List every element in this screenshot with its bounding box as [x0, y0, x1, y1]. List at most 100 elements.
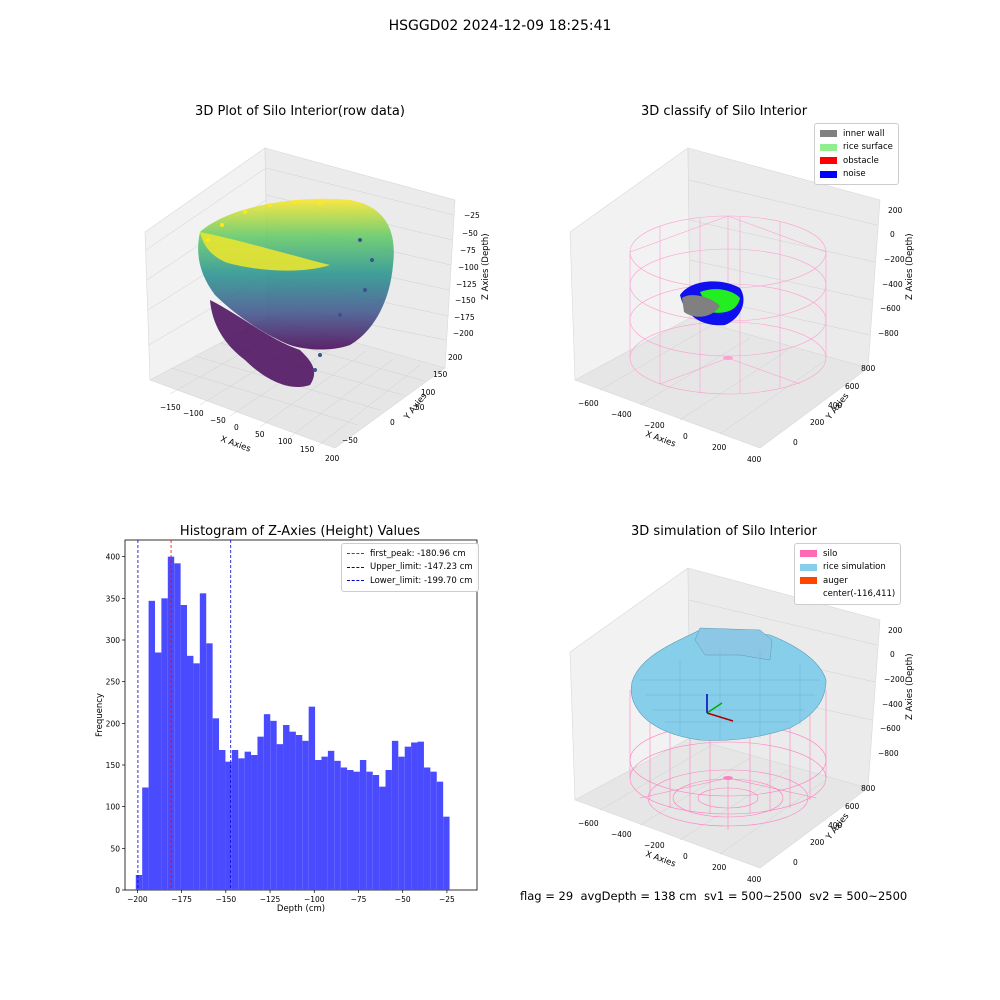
raw-z-tick: −25: [464, 211, 480, 220]
histogram-bar: [391, 740, 399, 890]
histogram-x-tick-label: −175: [171, 895, 192, 904]
classify-x-tick: −600: [578, 399, 599, 408]
histogram-y-tick-label: 300: [106, 636, 121, 645]
histogram-bar: [404, 746, 412, 890]
status-flag: flag = 29: [520, 889, 574, 903]
classify-x-label: X Axies: [644, 429, 677, 449]
histogram-bar: [238, 758, 245, 890]
histogram-legend-swatch: [347, 553, 364, 555]
histogram-bar: [289, 731, 296, 890]
classify-legend-label: obstacle: [843, 155, 879, 166]
histogram-y-tick-label: 350: [106, 594, 121, 603]
histogram-bar: [327, 750, 335, 890]
histogram-legend-label: Lower_limit: -199.70 cm: [370, 575, 473, 586]
simulation-silo-wireframe: [629, 690, 827, 830]
raw-z-tick: −150: [455, 296, 476, 305]
simulation-plot-title: 3D simulation of Silo Interior: [631, 524, 817, 539]
classify-plot-title: 3D classify of Silo Interior: [640, 104, 808, 119]
histogram-bar: [308, 706, 316, 890]
histogram-bar: [270, 720, 277, 890]
histogram-bar: [366, 771, 373, 890]
histogram-bar: [199, 593, 207, 890]
raw-y-tick: 150: [433, 370, 448, 379]
raw-x-ticks: −150 −100 −50 0 50 100 150 200: [160, 403, 340, 463]
simulation-3d-plot: −600 −400 −200 0 200 400 0 200 400 600 8…: [569, 567, 915, 884]
histogram-y-tick-label: 200: [106, 719, 121, 728]
histogram-bar: [283, 725, 290, 890]
classify-legend-item: rice surface: [820, 141, 893, 155]
classify-z-ticks: 200 0 −200 −400 −600 −800: [878, 206, 905, 338]
raw-point-cloud-rim: [200, 232, 330, 271]
histogram-bar: [148, 600, 155, 890]
raw-y-tick: 200: [448, 353, 463, 362]
simulation-rice-peak: [694, 627, 773, 661]
raw-z-tick: −200: [453, 329, 474, 338]
histogram-bar: [334, 760, 341, 890]
classify-y-tick: 800: [861, 364, 876, 373]
classify-z-tick: −200: [884, 255, 905, 264]
raw-plot-title: 3D Plot of Silo Interior(row data): [195, 104, 405, 119]
histogram-legend-swatch: [347, 566, 364, 568]
simulation-z-tick: −400: [882, 700, 903, 709]
raw-x-tick: 150: [300, 445, 315, 454]
histogram-bar: [443, 816, 450, 890]
raw-point-cloud-dots-mid: [313, 238, 374, 372]
histogram-y-tick-label: 250: [106, 678, 121, 687]
simulation-x-tick: 0: [683, 852, 688, 861]
status-sv2: sv2 = 500~2500: [809, 889, 908, 903]
classify-z-tick: 200: [888, 206, 903, 215]
histogram-bar: [251, 755, 258, 890]
histogram-bar: [398, 756, 405, 890]
histogram-bar: [436, 781, 444, 890]
histogram-bar: [135, 875, 143, 890]
raw-x-tick: 50: [255, 430, 265, 439]
histogram-x-tick-label: −25: [439, 895, 455, 904]
simulation-y-tick: 200: [810, 838, 825, 847]
classify-z-label: Z Axies (Depth): [905, 233, 915, 300]
histogram-bar: [244, 751, 252, 890]
histogram-bar: [257, 736, 264, 890]
histogram-bar: [353, 771, 360, 890]
simulation-x-tick: −600: [578, 819, 599, 828]
classify-x-tick: 0: [683, 432, 688, 441]
histogram-legend: first_peak: -180.96 cm Upper_limit: -147…: [341, 543, 479, 592]
raw-y-tick: 0: [390, 418, 395, 427]
simulation-z-label: Z Axies (Depth): [905, 653, 915, 720]
simulation-x-tick: −200: [644, 841, 665, 850]
histogram-bar: [411, 742, 418, 890]
histogram-bar: [219, 750, 226, 890]
simulation-legend-item: silo: [800, 547, 895, 561]
histogram-legend-item: Upper_limit: -147.23 cm: [347, 561, 473, 575]
simulation-legend-item: center(-116,411): [800, 588, 895, 602]
classify-legend-item: noise: [820, 168, 893, 182]
histogram-title: Histogram of Z-Axies (Height) Values: [179, 524, 421, 539]
raw-x-tick: 200: [325, 454, 340, 463]
histogram-y-label: Frequency: [95, 693, 105, 737]
status-avg-depth: avgDepth = 138 cm: [580, 889, 697, 903]
histogram-bar: [154, 652, 162, 890]
histogram-legend-item: first_peak: -180.96 cm: [347, 547, 473, 561]
raw-y-tick: 100: [421, 388, 436, 397]
simulation-rice-mesh: [640, 650, 820, 740]
histogram-x-label: Depth (cm): [277, 904, 325, 914]
histogram-bar: [225, 761, 232, 890]
classify-y-ticks: 0 200 400 600 800: [793, 364, 876, 447]
histogram-bar: [379, 786, 386, 890]
histogram-bar: [430, 771, 437, 890]
histogram-x-tick-label: −75: [351, 895, 367, 904]
raw-z-label: Z Axies (Depth): [481, 233, 491, 300]
histogram-bars: [135, 556, 450, 890]
classify-legend-swatch: [820, 130, 837, 138]
histogram-bar: [167, 556, 175, 890]
simulation-y-tick: 800: [861, 784, 876, 793]
histogram-legend-item: Lower_limit: -199.70 cm: [347, 574, 473, 588]
histogram-bar: [417, 741, 424, 890]
simulation-y-tick: 0: [793, 858, 798, 867]
classify-x-tick: 200: [712, 443, 727, 452]
classify-legend-swatch: [820, 143, 837, 151]
histogram-bar: [423, 767, 431, 890]
classify-silo-bottom-center: [723, 356, 733, 360]
histogram-bar: [359, 760, 367, 890]
classify-x-tick: −400: [611, 410, 632, 419]
